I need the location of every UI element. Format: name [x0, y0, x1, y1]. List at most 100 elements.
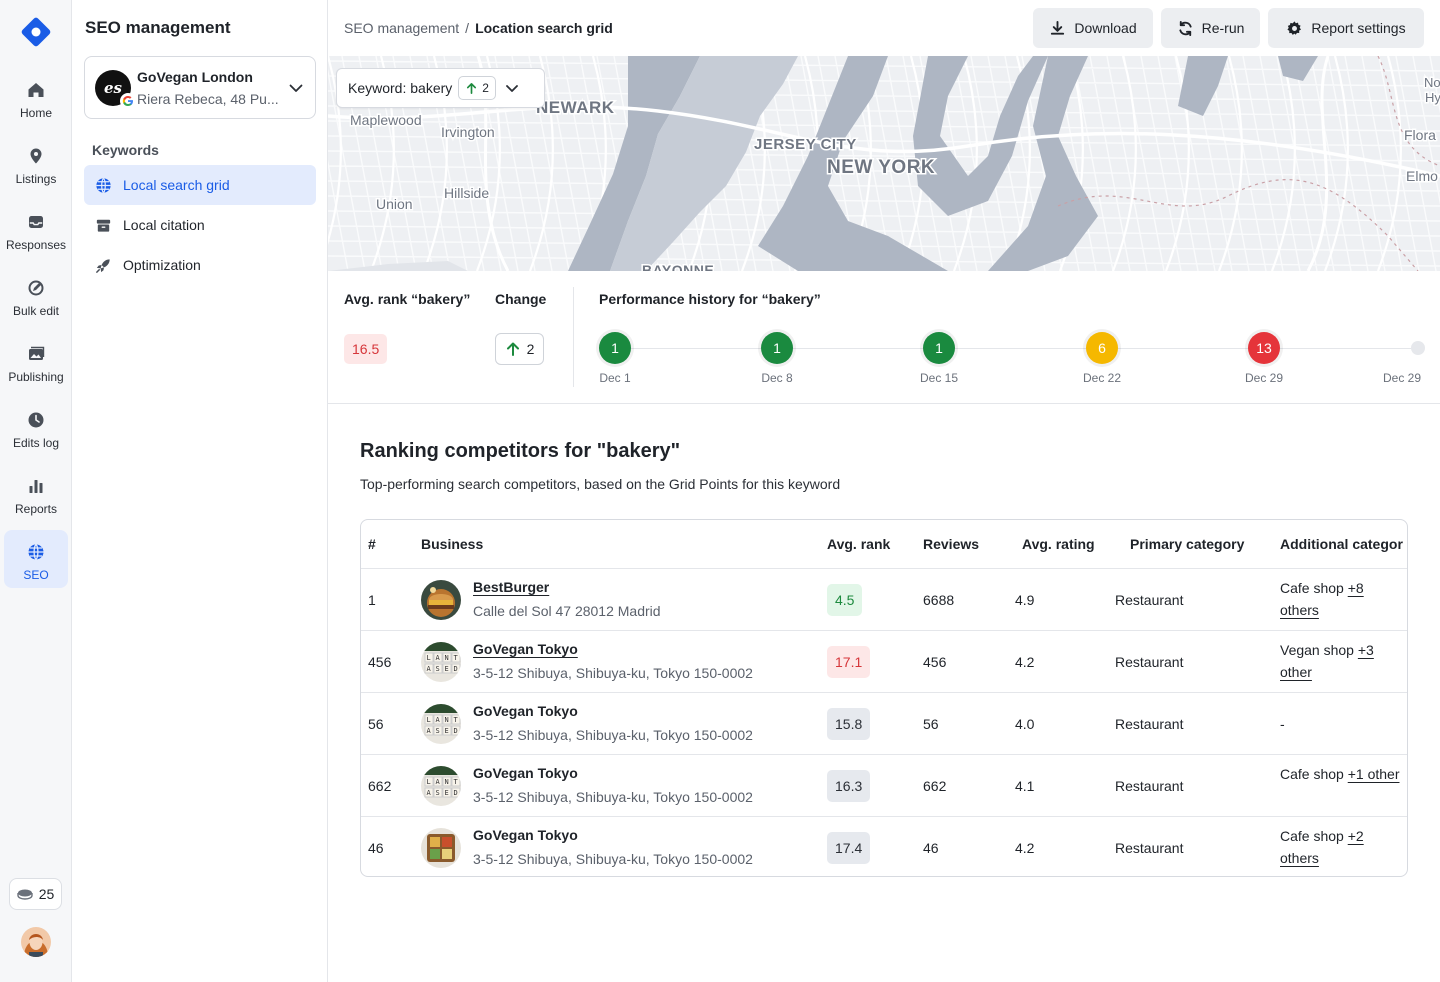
rerun-button[interactable]: Re-run	[1161, 8, 1260, 48]
performance-history: Performance history for “bakery” 1 Dec 1 1…	[599, 271, 1425, 404]
table-row[interactable]: 662 L A N T A S E D GoVegan Tokyo 3-5-12 Shibuya, …	[361, 754, 1407, 816]
svg-text:S: S	[436, 665, 440, 673]
svg-text:A: A	[427, 789, 432, 797]
business-name[interactable]: GoVegan Tokyo	[473, 641, 578, 657]
history-point[interactable]: 1	[599, 332, 631, 364]
column-header[interactable]: Business	[421, 536, 484, 552]
business-address: Calle del Sol 47 28012 Madrid	[473, 603, 661, 619]
primary-category: Restaurant	[1115, 778, 1184, 794]
additional-categories: Cafe shop +8 others	[1280, 577, 1405, 621]
archive-icon	[96, 219, 111, 232]
rail-item-bulk-edit[interactable]: Bulk edit	[4, 266, 68, 324]
more-categories-link[interactable]: +2 others	[1280, 828, 1364, 866]
map-label-hy: Hy	[1425, 90, 1440, 105]
home-icon	[28, 83, 44, 97]
additional-categories: -	[1280, 713, 1405, 735]
subnav-item-local-citation[interactable]: Local citation	[84, 205, 316, 245]
map-label-newark: NEWARK	[536, 98, 615, 117]
refresh-icon	[1178, 20, 1192, 36]
rail-item-responses[interactable]: Responses	[4, 200, 68, 258]
column-header[interactable]: Primary category	[1130, 536, 1245, 552]
svg-text:L: L	[427, 716, 431, 724]
breadcrumb-root[interactable]: SEO management	[344, 20, 460, 36]
column-header[interactable]: Avg. rating	[1022, 536, 1095, 552]
svg-text:N: N	[445, 778, 449, 786]
reviews-count: 56	[923, 716, 939, 732]
business-thumbnail	[421, 828, 461, 868]
rail-item-label: Listings	[15, 172, 57, 186]
location-text: GoVegan London Riera Rebeca, 48 Pu...	[137, 69, 283, 107]
subnav-item-label: Optimization	[123, 257, 201, 273]
user-avatar[interactable]	[21, 927, 51, 957]
download-button[interactable]: Download	[1033, 8, 1153, 48]
avg-rank-badge: 17.4	[827, 832, 871, 864]
more-categories-link[interactable]: +3 other	[1280, 642, 1374, 680]
additional-category: Cafe shop	[1280, 766, 1348, 782]
svg-text:T: T	[454, 654, 459, 662]
additional-category: Vegan shop	[1280, 642, 1358, 658]
rail-item-seo[interactable]: SEO	[4, 530, 68, 588]
rail-item-edits-log[interactable]: Edits log	[4, 398, 68, 456]
coins-icon	[17, 889, 33, 900]
svg-text:D: D	[454, 727, 458, 735]
column-header[interactable]: Avg. rank	[827, 536, 891, 552]
history-point[interactable]: 1	[923, 332, 955, 364]
map-label-hillside: Hillside	[444, 185, 489, 201]
business-name: GoVegan Tokyo	[473, 703, 578, 719]
more-categories-link[interactable]: +1 other	[1347, 766, 1400, 782]
reviews-count: 456	[923, 654, 947, 670]
history-point[interactable]: 13	[1248, 332, 1280, 364]
rail-item-reports[interactable]: Reports	[4, 464, 68, 522]
more-categories-link[interactable]: +8 others	[1280, 580, 1364, 618]
seo-subnav: SEO management es GoVegan London Riera R…	[73, 0, 328, 982]
svg-text:A: A	[436, 654, 441, 662]
column-header[interactable]: Reviews	[923, 536, 980, 552]
rail-item-label: Responses	[5, 238, 67, 252]
map-water-passaic	[568, 56, 700, 271]
subnav-title: SEO management	[85, 18, 231, 37]
subnav-item-local-search-grid[interactable]: Local search grid	[84, 165, 316, 205]
history-point[interactable]: 6	[1086, 332, 1118, 364]
rank-number: 1	[368, 592, 376, 608]
table-row[interactable]: 456 L A N T A S E D GoVegan Tokyo 3-5-12 Shibuya, …	[361, 630, 1407, 692]
location-pin-icon	[30, 148, 42, 164]
map-water-flushing	[1178, 56, 1228, 116]
keyword-change-value: 2	[482, 81, 489, 95]
keyword-selector[interactable]: Keyword: bakery 2	[336, 68, 545, 108]
rail-item-publishing[interactable]: Publishing	[4, 332, 68, 390]
rail-item-label: Edits log	[12, 436, 60, 450]
rail-item-home[interactable]: Home	[4, 68, 68, 126]
column-header[interactable]: #	[368, 536, 376, 552]
column-header[interactable]: Additional categor	[1280, 536, 1403, 552]
credits-counter[interactable]: 25	[9, 878, 62, 910]
table-row[interactable]: 46 GoVegan Tokyo 3-5-12 Shibuya, Shibuya-k…	[361, 816, 1407, 876]
table-row[interactable]: 1 BestBurger Calle del Sol 47 28012 Madrid…	[361, 568, 1407, 630]
search-grid-map[interactable]: NEWARK Maplewood Irvington JERSEY CITY NEW Y…	[328, 56, 1440, 271]
map-label-maplewood: Maplewood	[350, 112, 422, 128]
table-row[interactable]: 56 L A N T A S E D GoVegan Tokyo 3-5-12 Shibuya, S…	[361, 692, 1407, 754]
avg-rank-badge: 16.3	[827, 770, 871, 802]
map-label-irvington: Irvington	[441, 124, 495, 140]
history-point[interactable]	[1411, 341, 1425, 355]
report-settings-button[interactable]: Report settings	[1268, 8, 1424, 48]
svg-text:T: T	[454, 778, 459, 786]
map-label-new-york: NEW YORK	[827, 157, 935, 178]
rail-item-listings[interactable]: Listings	[4, 134, 68, 192]
business-name[interactable]: BestBurger	[473, 579, 550, 595]
reviews-count: 6688	[923, 592, 955, 608]
google-icon	[120, 92, 136, 109]
location-selector[interactable]: es GoVegan London Riera Rebeca, 48 Pu...	[84, 56, 316, 119]
business-name: GoVegan Tokyo	[473, 765, 578, 781]
subnav-item-optimization[interactable]: Optimization	[84, 245, 316, 285]
map-water-meadows	[610, 56, 798, 271]
additional-categories: Cafe shop +2 others	[1280, 825, 1405, 869]
history-point[interactable]: 1	[761, 332, 793, 364]
credits-count: 25	[38, 886, 55, 902]
keyword-label: Keyword: bakery	[348, 80, 453, 96]
app-logo-icon[interactable]	[20, 16, 52, 48]
map-boundary	[1057, 179, 1419, 271]
bulk-edit-icon	[28, 280, 44, 296]
svg-text:N: N	[445, 654, 449, 662]
location-name: GoVegan London	[137, 68, 253, 85]
